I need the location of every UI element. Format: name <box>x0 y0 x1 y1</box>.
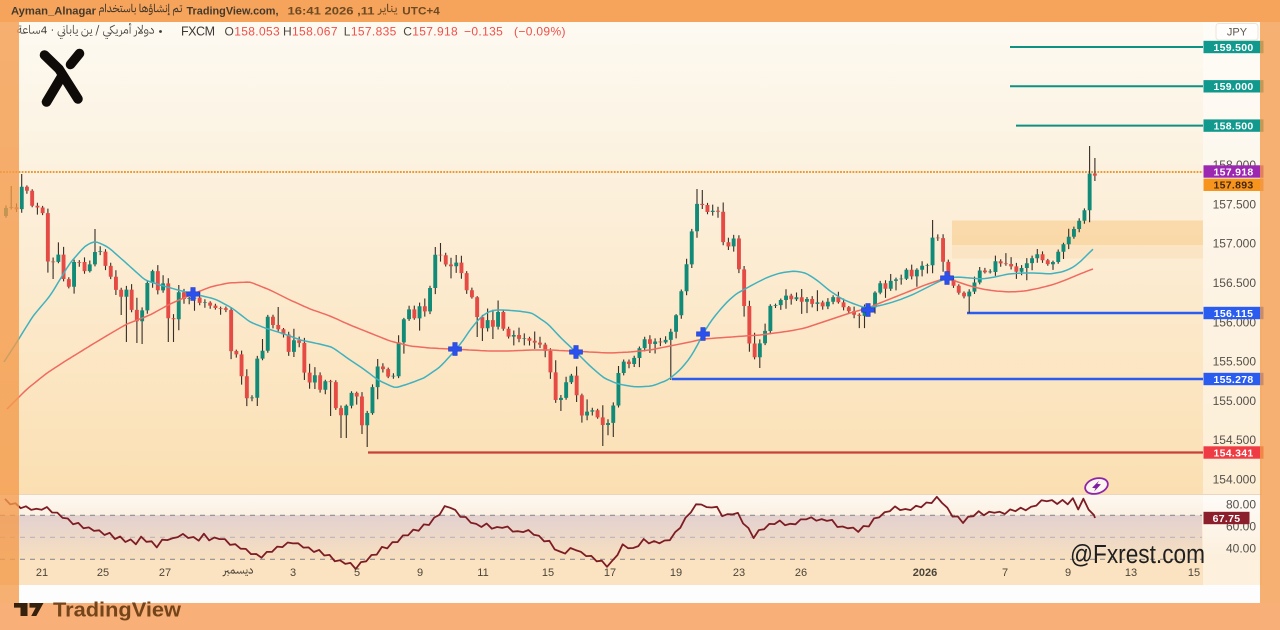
svg-text:7: 7 <box>1002 567 1008 579</box>
svg-text:9: 9 <box>1065 567 1071 579</box>
svg-text:9: 9 <box>417 567 423 579</box>
svg-text:2026: 2026 <box>913 567 937 579</box>
svg-text:O158.053: O158.053 <box>225 25 281 39</box>
svg-text:157.893: 157.893 <box>1213 180 1253 192</box>
svg-text:25: 25 <box>97 567 109 579</box>
svg-text:@Fxrest.com: @Fxrest.com <box>1070 541 1205 569</box>
svg-text:13: 13 <box>1125 567 1137 579</box>
svg-text:26: 26 <box>795 567 807 579</box>
svg-text:21: 21 <box>36 567 48 579</box>
svg-text:157.500: 157.500 <box>1213 197 1257 211</box>
svg-text:157.918: 157.918 <box>1213 166 1253 178</box>
svg-text:154.500: 154.500 <box>1213 433 1257 447</box>
svg-text:11: 11 <box>477 567 488 579</box>
svg-text:TradingView.com,: TradingView.com, <box>187 6 279 18</box>
svg-text:19: 19 <box>670 567 682 579</box>
svg-text:TradingView: TradingView <box>53 599 181 622</box>
svg-text:67.75: 67.75 <box>1213 513 1241 525</box>
svg-text:C157.918: C157.918 <box>403 25 458 39</box>
svg-text:Ayman_Alnagar: Ayman_Alnagar <box>11 6 97 18</box>
svg-text:156.115: 156.115 <box>1214 308 1253 320</box>
svg-text:23: 23 <box>733 567 745 579</box>
svg-text:16:41 2026 ,11: 16:41 2026 ,11 <box>288 6 375 18</box>
svg-text:5: 5 <box>354 567 360 579</box>
svg-text:159.000: 159.000 <box>1213 81 1253 93</box>
svg-text:(−0.09%): (−0.09%) <box>514 25 566 39</box>
svg-text:15: 15 <box>542 567 554 579</box>
svg-text:17: 17 <box>604 567 616 579</box>
svg-text:−0.135: −0.135 <box>464 25 503 39</box>
svg-text:159.500: 159.500 <box>1213 42 1253 54</box>
svg-text:154.341: 154.341 <box>1213 447 1253 459</box>
svg-text:UTC+4: UTC+4 <box>402 6 440 18</box>
svg-text:L157.835: L157.835 <box>344 25 397 39</box>
svg-text:80.00: 80.00 <box>1226 498 1256 512</box>
svg-text:157.000: 157.000 <box>1213 237 1257 251</box>
svg-text:155.000: 155.000 <box>1213 394 1257 408</box>
svg-text:155.278: 155.278 <box>1213 374 1253 386</box>
svg-text:FXCM: FXCM <box>181 25 215 39</box>
svg-text:H158.067: H158.067 <box>283 25 338 39</box>
svg-text:154.000: 154.000 <box>1213 473 1257 487</box>
svg-text:15: 15 <box>1188 567 1200 579</box>
svg-text:JPY: JPY <box>1227 27 1248 39</box>
svg-text:156.500: 156.500 <box>1213 276 1257 290</box>
svg-text:40.00: 40.00 <box>1226 542 1256 556</box>
svg-text:3: 3 <box>290 567 296 579</box>
svg-text:158.500: 158.500 <box>1213 120 1253 132</box>
svg-text:27: 27 <box>159 567 171 579</box>
svg-text:155.500: 155.500 <box>1213 355 1257 369</box>
